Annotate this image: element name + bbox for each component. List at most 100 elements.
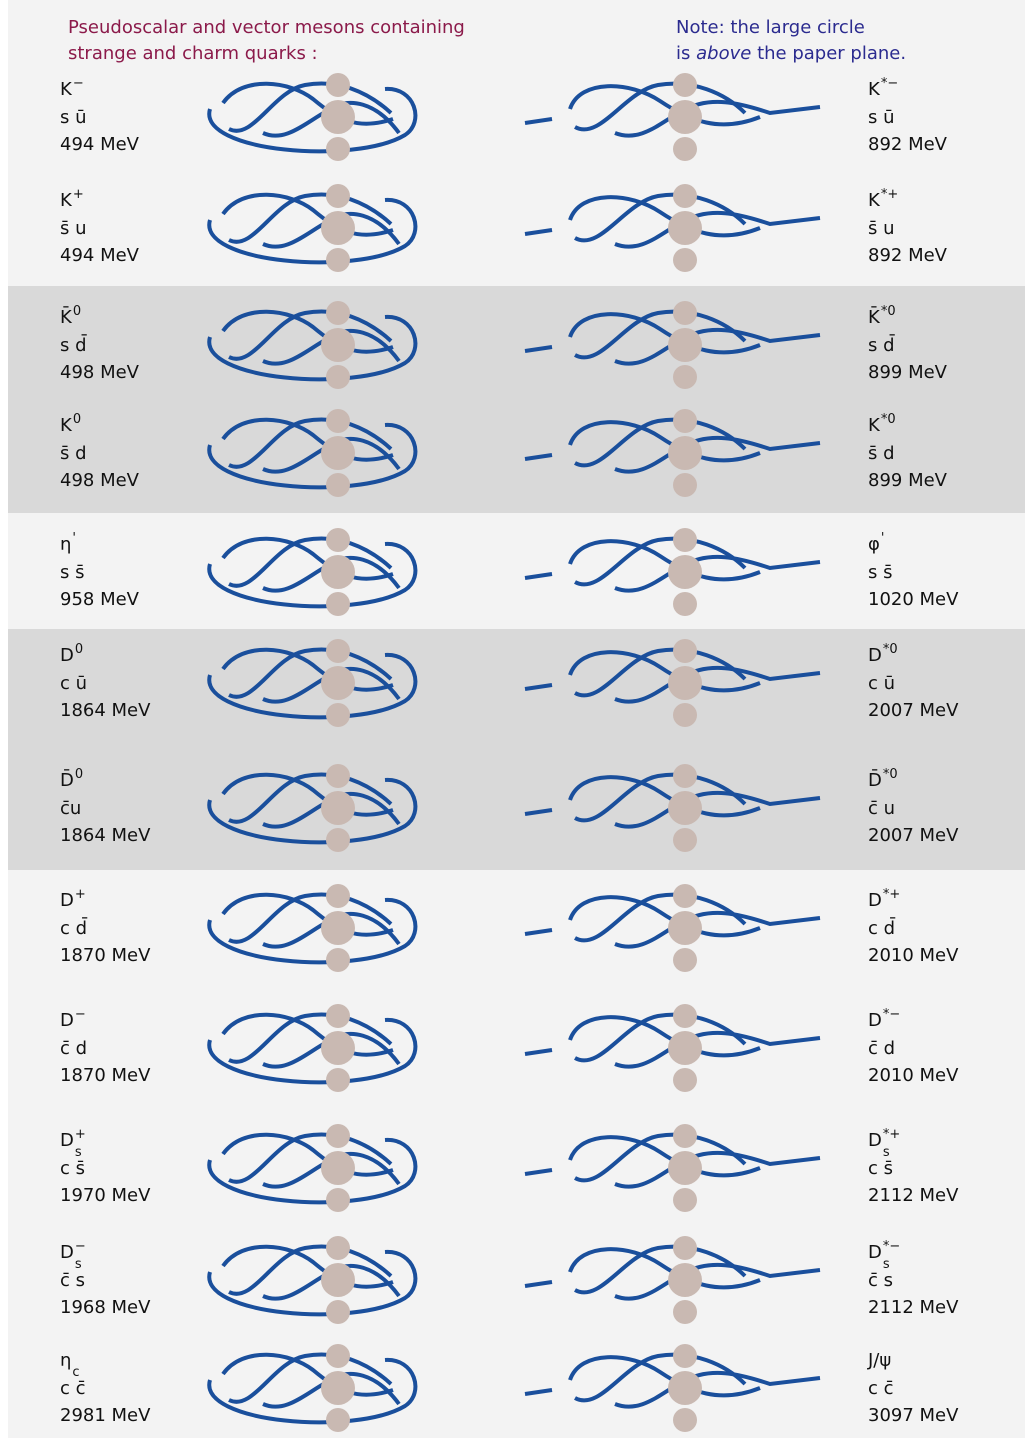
meson-sub: s [883,1257,890,1272]
quark-content: c̄ u [868,798,895,819]
quark-circles [321,639,355,727]
quark-circles [668,409,702,497]
quark-content: c ū [868,673,895,694]
quark-content: c d̄ [868,917,896,939]
quark-circles [321,1004,355,1092]
meson-sup: − [75,1239,86,1254]
quark-circles [668,1124,702,1212]
note-emphasis: above [696,43,751,64]
meson-sup: *+ [881,187,898,202]
meson-sup: *+ [883,887,900,902]
quark-circles [668,528,702,616]
quark-circles [321,73,355,161]
meson-sup: *− [883,1239,900,1254]
quark-content: c̄ s [868,1270,893,1291]
quark-content: c d̄ [60,917,88,939]
meson-sup: ' [72,531,76,546]
meson-mass: 892 MeV [868,134,948,155]
meson-name: D [868,1242,882,1263]
meson-name: D [60,1242,74,1263]
meson-mass: 2112 MeV [868,1185,959,1206]
meson-sup: − [73,76,84,91]
band [8,0,1025,286]
quark-content: s̄ u [868,218,895,239]
meson-sup: ' [881,531,885,546]
band [8,286,1025,513]
meson-sup: 0 [75,767,83,782]
note-line: is above the paper plane. [676,43,906,64]
meson-mass: 1864 MeV [60,825,151,846]
meson-sup: *0 [881,304,896,319]
quark-circles [668,884,702,972]
meson-name: J/ψ [867,1350,891,1371]
meson-sup: + [73,187,84,202]
meson-mass: 2010 MeV [868,945,959,966]
quark-content: s ū [60,107,87,128]
meson-sub: c [72,1365,79,1380]
meson-mass: 892 MeV [868,245,948,266]
quark-circles [668,184,702,272]
quark-content: c s̄ [60,1158,85,1179]
quark-circles [668,73,702,161]
quark-content: c s̄ [868,1158,893,1179]
quark-content: s̄ u [60,218,87,239]
meson-sup: 0 [75,642,83,657]
quark-content: c̄ d [60,1038,87,1059]
quark-circles [321,764,355,852]
meson-mass: 2010 MeV [868,1065,959,1086]
quark-circles [321,1124,355,1212]
quark-circles [321,409,355,497]
meson-mass: 1968 MeV [60,1297,151,1318]
header-note: Note: the large circle is above the pape… [676,17,906,64]
note-line: Note: the large circle [676,17,865,38]
quark-circles [668,1344,702,1432]
meson-name: K [868,79,881,100]
meson-name: D [60,890,74,911]
quark-content: s̄ d [868,443,895,464]
meson-sup: 0 [73,304,81,319]
quark-content: s ū [868,107,895,128]
meson-mass: 899 MeV [868,470,948,491]
quark-content: c̄ d [868,1038,895,1059]
meson-sup: + [75,1127,86,1142]
meson-sup: *− [881,76,898,91]
meson-mass: 3097 MeV [868,1405,959,1426]
quark-content: s s̄ [868,562,892,583]
quark-circles [668,1004,702,1092]
meson-mass: 2981 MeV [60,1405,151,1426]
quark-content: c c̄ [868,1378,894,1399]
meson-mass: 1970 MeV [60,1185,151,1206]
meson-name: K [60,415,73,436]
quark-circles [321,1344,355,1432]
meson-mass: 1870 MeV [60,945,151,966]
quark-circles [668,301,702,389]
meson-name: φ [868,534,880,555]
meson-mass: 2007 MeV [868,700,959,721]
meson-mass: 1864 MeV [60,700,151,721]
band [8,629,1025,870]
meson-name: D [868,890,882,911]
meson-name: K [868,190,881,211]
meson-mass: 494 MeV [60,134,140,155]
quark-circles [321,528,355,616]
meson-mass: 1020 MeV [868,589,959,610]
quark-content: c c̄ [60,1378,86,1399]
title-line: Pseudoscalar and vector mesons containin… [68,17,465,38]
meson-name: K [60,190,73,211]
meson-name: D [868,645,882,666]
meson-name: K [60,79,73,100]
quark-circles [668,639,702,727]
meson-name: D̄ [868,769,882,791]
quark-circles [668,1236,702,1324]
meson-sup: *+ [883,1127,900,1142]
quark-content: c ū [60,673,87,694]
meson-mass: 494 MeV [60,245,140,266]
meson-name: D [60,645,74,666]
meson-sup: − [75,1007,86,1022]
quark-content: c̄u [60,798,81,819]
quark-circles [321,884,355,972]
meson-name: D [868,1130,882,1151]
meson-mass: 1870 MeV [60,1065,151,1086]
quark-circles [321,184,355,272]
meson-sup: *0 [883,642,898,657]
